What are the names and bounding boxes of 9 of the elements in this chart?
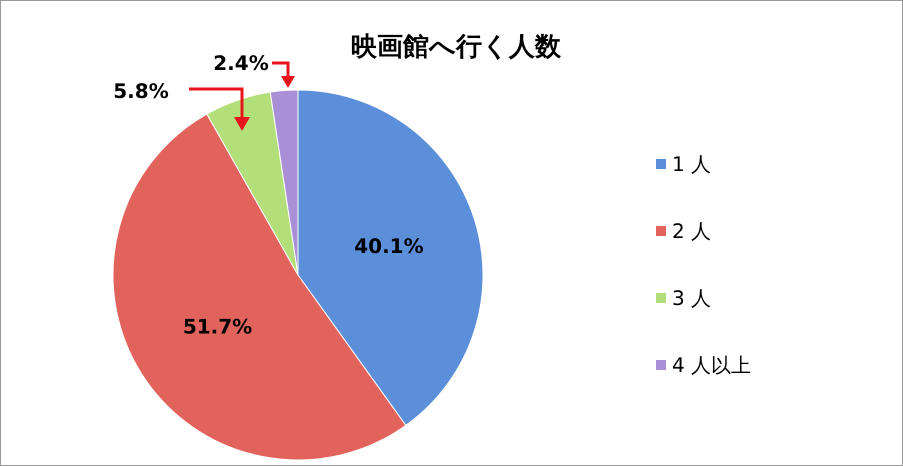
legend-label: 3 人 xyxy=(672,286,712,310)
legend-label: 1 人 xyxy=(672,152,712,176)
data-label: 51.7% xyxy=(182,314,252,338)
legend-label: 4 人以上 xyxy=(672,353,752,377)
data-label: 40.1% xyxy=(354,234,424,258)
legend-label: 2 人 xyxy=(672,219,712,243)
chart-title: 映画館へ行く人数 xyxy=(351,32,562,62)
data-label: 5.8% xyxy=(113,79,169,103)
data-label: 2.4% xyxy=(213,51,269,75)
